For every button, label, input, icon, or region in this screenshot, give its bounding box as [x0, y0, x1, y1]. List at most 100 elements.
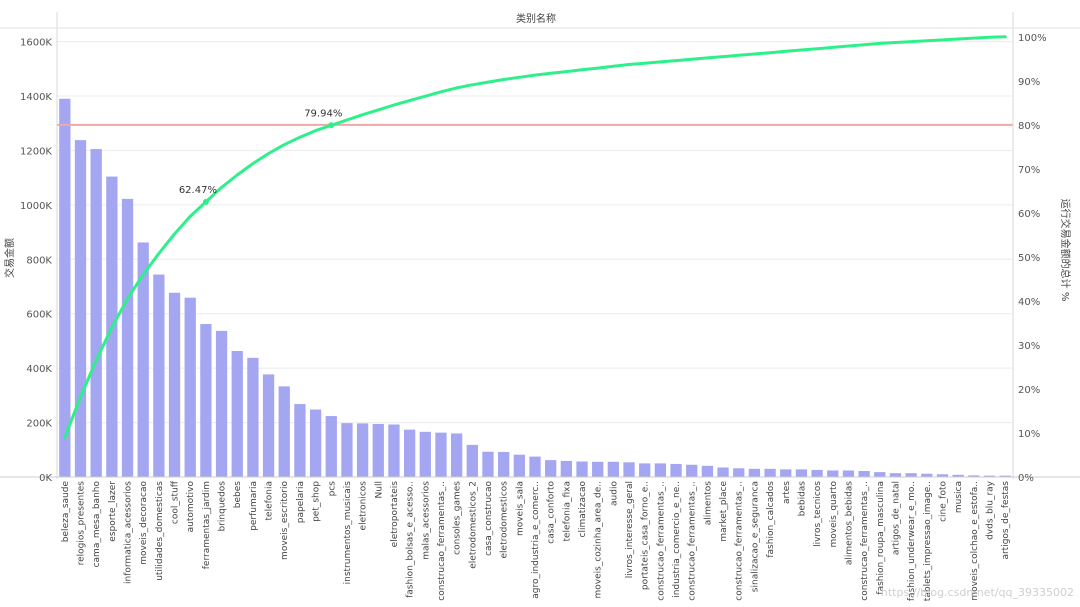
x-tick-label-19: eletronicos [359, 481, 369, 531]
x-tick-label-16: pet_shop [312, 481, 322, 522]
bar-41 [701, 465, 714, 477]
x-tick-label-0: beleza_saude [61, 481, 71, 543]
x-tick-label-60: artigos_de_festas [1001, 481, 1011, 560]
bar-56 [936, 474, 949, 477]
x-tick-label-51: construcao_ferramentas_.. [860, 481, 870, 601]
x-tick-label-1: relogios_presentes [77, 481, 87, 566]
bar-16 [309, 409, 322, 477]
axes [0, 12, 1080, 479]
bar-60 [999, 475, 1011, 477]
y-axis-tick-labels: 0K 200K 400K 600K 800K 1000K 1200K 1400K 1600K [20, 38, 52, 484]
x-tick-label-48: livros_tecnicos [813, 481, 823, 547]
watermark-text: https://blog.csdn.net/qq_39335002 [881, 586, 1074, 599]
bar-44 [748, 468, 761, 477]
x-tick-label-18: instrumentos_musicais [343, 481, 353, 585]
bar-45 [764, 468, 776, 477]
data-label-0: 62.47% [179, 185, 217, 196]
bar-7 [168, 292, 181, 477]
bar-0 [59, 98, 71, 477]
x-tick-label-30: agro_industria_e_comerc.. [531, 481, 541, 599]
x-tick-label-3: esporte_lazer [108, 481, 118, 542]
bar-55 [921, 473, 933, 477]
y-tick-label-8: 1600K [20, 38, 52, 49]
bar-23 [419, 431, 431, 477]
y2-tick-label-8: 80% [1018, 121, 1040, 132]
y2-tick-label-5: 50% [1018, 253, 1040, 264]
x-tick-label-57: musica [954, 481, 964, 513]
x-tick-label-59: dvds_blu_ray [986, 480, 996, 540]
bar-17 [325, 416, 337, 477]
x-tick-label-11: bebes [233, 481, 243, 509]
y-tick-label-4: 800K [26, 255, 52, 266]
bar-52 [874, 472, 886, 477]
bar-13 [262, 374, 275, 477]
bar-46 [780, 469, 792, 477]
x-tick-label-39: industria_comercio_e_ne.. [672, 481, 682, 598]
x-tick-label-17: pcs [327, 481, 337, 497]
bar-14 [278, 386, 290, 477]
y-tick-label-5: 1000K [20, 201, 52, 212]
x-tick-label-29: moveis_sala [515, 481, 525, 536]
bar-42 [717, 467, 729, 477]
y-tick-label-6: 1200K [20, 146, 52, 157]
x-tick-label-37: portateis_casa_forno_e.. [641, 481, 651, 590]
x-tick-label-40: construcao_ferramentas_.. [688, 481, 698, 601]
y2-tick-label-4: 40% [1018, 297, 1040, 308]
x-axis-category-labels: beleza_saude relogios_presentes cama_mesa_… [61, 480, 1011, 601]
bar-37 [639, 463, 651, 477]
bar-27 [482, 451, 494, 477]
x-tick-label-43: construcao_ferramentas_.. [735, 481, 745, 601]
bar-29 [513, 454, 525, 477]
bar-49 [827, 470, 839, 477]
y2-tick-label-1: 10% [1018, 429, 1040, 440]
y2-tick-label-3: 30% [1018, 341, 1040, 352]
y-tick-label-3: 600K [26, 310, 52, 321]
y2-tick-label-10: 100% [1018, 33, 1047, 44]
x-tick-label-26: eletrodomesticos_2 [468, 481, 478, 569]
x-tick-label-38: construcao_ferramentas_.. [656, 481, 666, 601]
chart-title: 类别名称 [516, 12, 556, 25]
bar-28 [498, 451, 510, 477]
bar-35 [607, 461, 620, 477]
y2-tick-label-9: 90% [1018, 77, 1040, 88]
y2-tick-label-0: 0% [1018, 473, 1034, 484]
x-tick-label-49: moveis_quarto [829, 481, 839, 548]
bar-26 [466, 444, 478, 477]
bar-33 [576, 461, 588, 477]
y2-tick-label-2: 20% [1018, 385, 1040, 396]
x-tick-label-23: malas_acessorios [421, 481, 431, 560]
bar-50 [842, 470, 855, 477]
x-tick-label-35: audio [609, 481, 619, 506]
bar-19 [356, 423, 369, 477]
cumulative-line [63, 35, 1007, 439]
bar-54 [905, 473, 917, 477]
bar-20 [372, 423, 384, 477]
x-tick-label-5: moveis_decoracao [139, 481, 149, 565]
bar-57 [952, 474, 964, 477]
bar-12 [247, 357, 259, 477]
x-tick-label-50: alimentos_bebidas [844, 481, 854, 565]
bar-58 [968, 475, 980, 477]
x-tick-label-10: brinquedos [218, 481, 228, 532]
x-tick-label-28: eletrodomesticos [500, 481, 510, 559]
bar-11 [231, 351, 243, 477]
x-tick-label-32: telefonia_fixa [562, 481, 572, 542]
x-tick-label-56: cine_foto [939, 481, 949, 522]
annotation-marker-1 [328, 122, 335, 129]
x-tick-label-53: artigos_de_natal [892, 481, 902, 555]
x-tick-label-13: telefonia [265, 481, 275, 521]
x-tick-label-42: market_place [719, 481, 729, 542]
x-tick-label-27: casa_construcao [484, 481, 494, 556]
x-tick-label-45: fashion_calcados [766, 481, 776, 558]
bar-2 [90, 149, 102, 477]
x-tick-label-22: fashion_bolsas_e_acesso.. [406, 481, 416, 598]
bar-43 [733, 468, 745, 477]
bar-30 [529, 456, 541, 477]
x-tick-label-8: automotivo [186, 481, 196, 533]
bar-15 [294, 404, 306, 477]
x-tick-label-20: Null [374, 481, 384, 498]
x-tick-label-44: sinalizacao_e_seguranca [750, 481, 760, 592]
y-tick-label-1: 200K [26, 419, 52, 430]
bar-5 [137, 242, 149, 477]
